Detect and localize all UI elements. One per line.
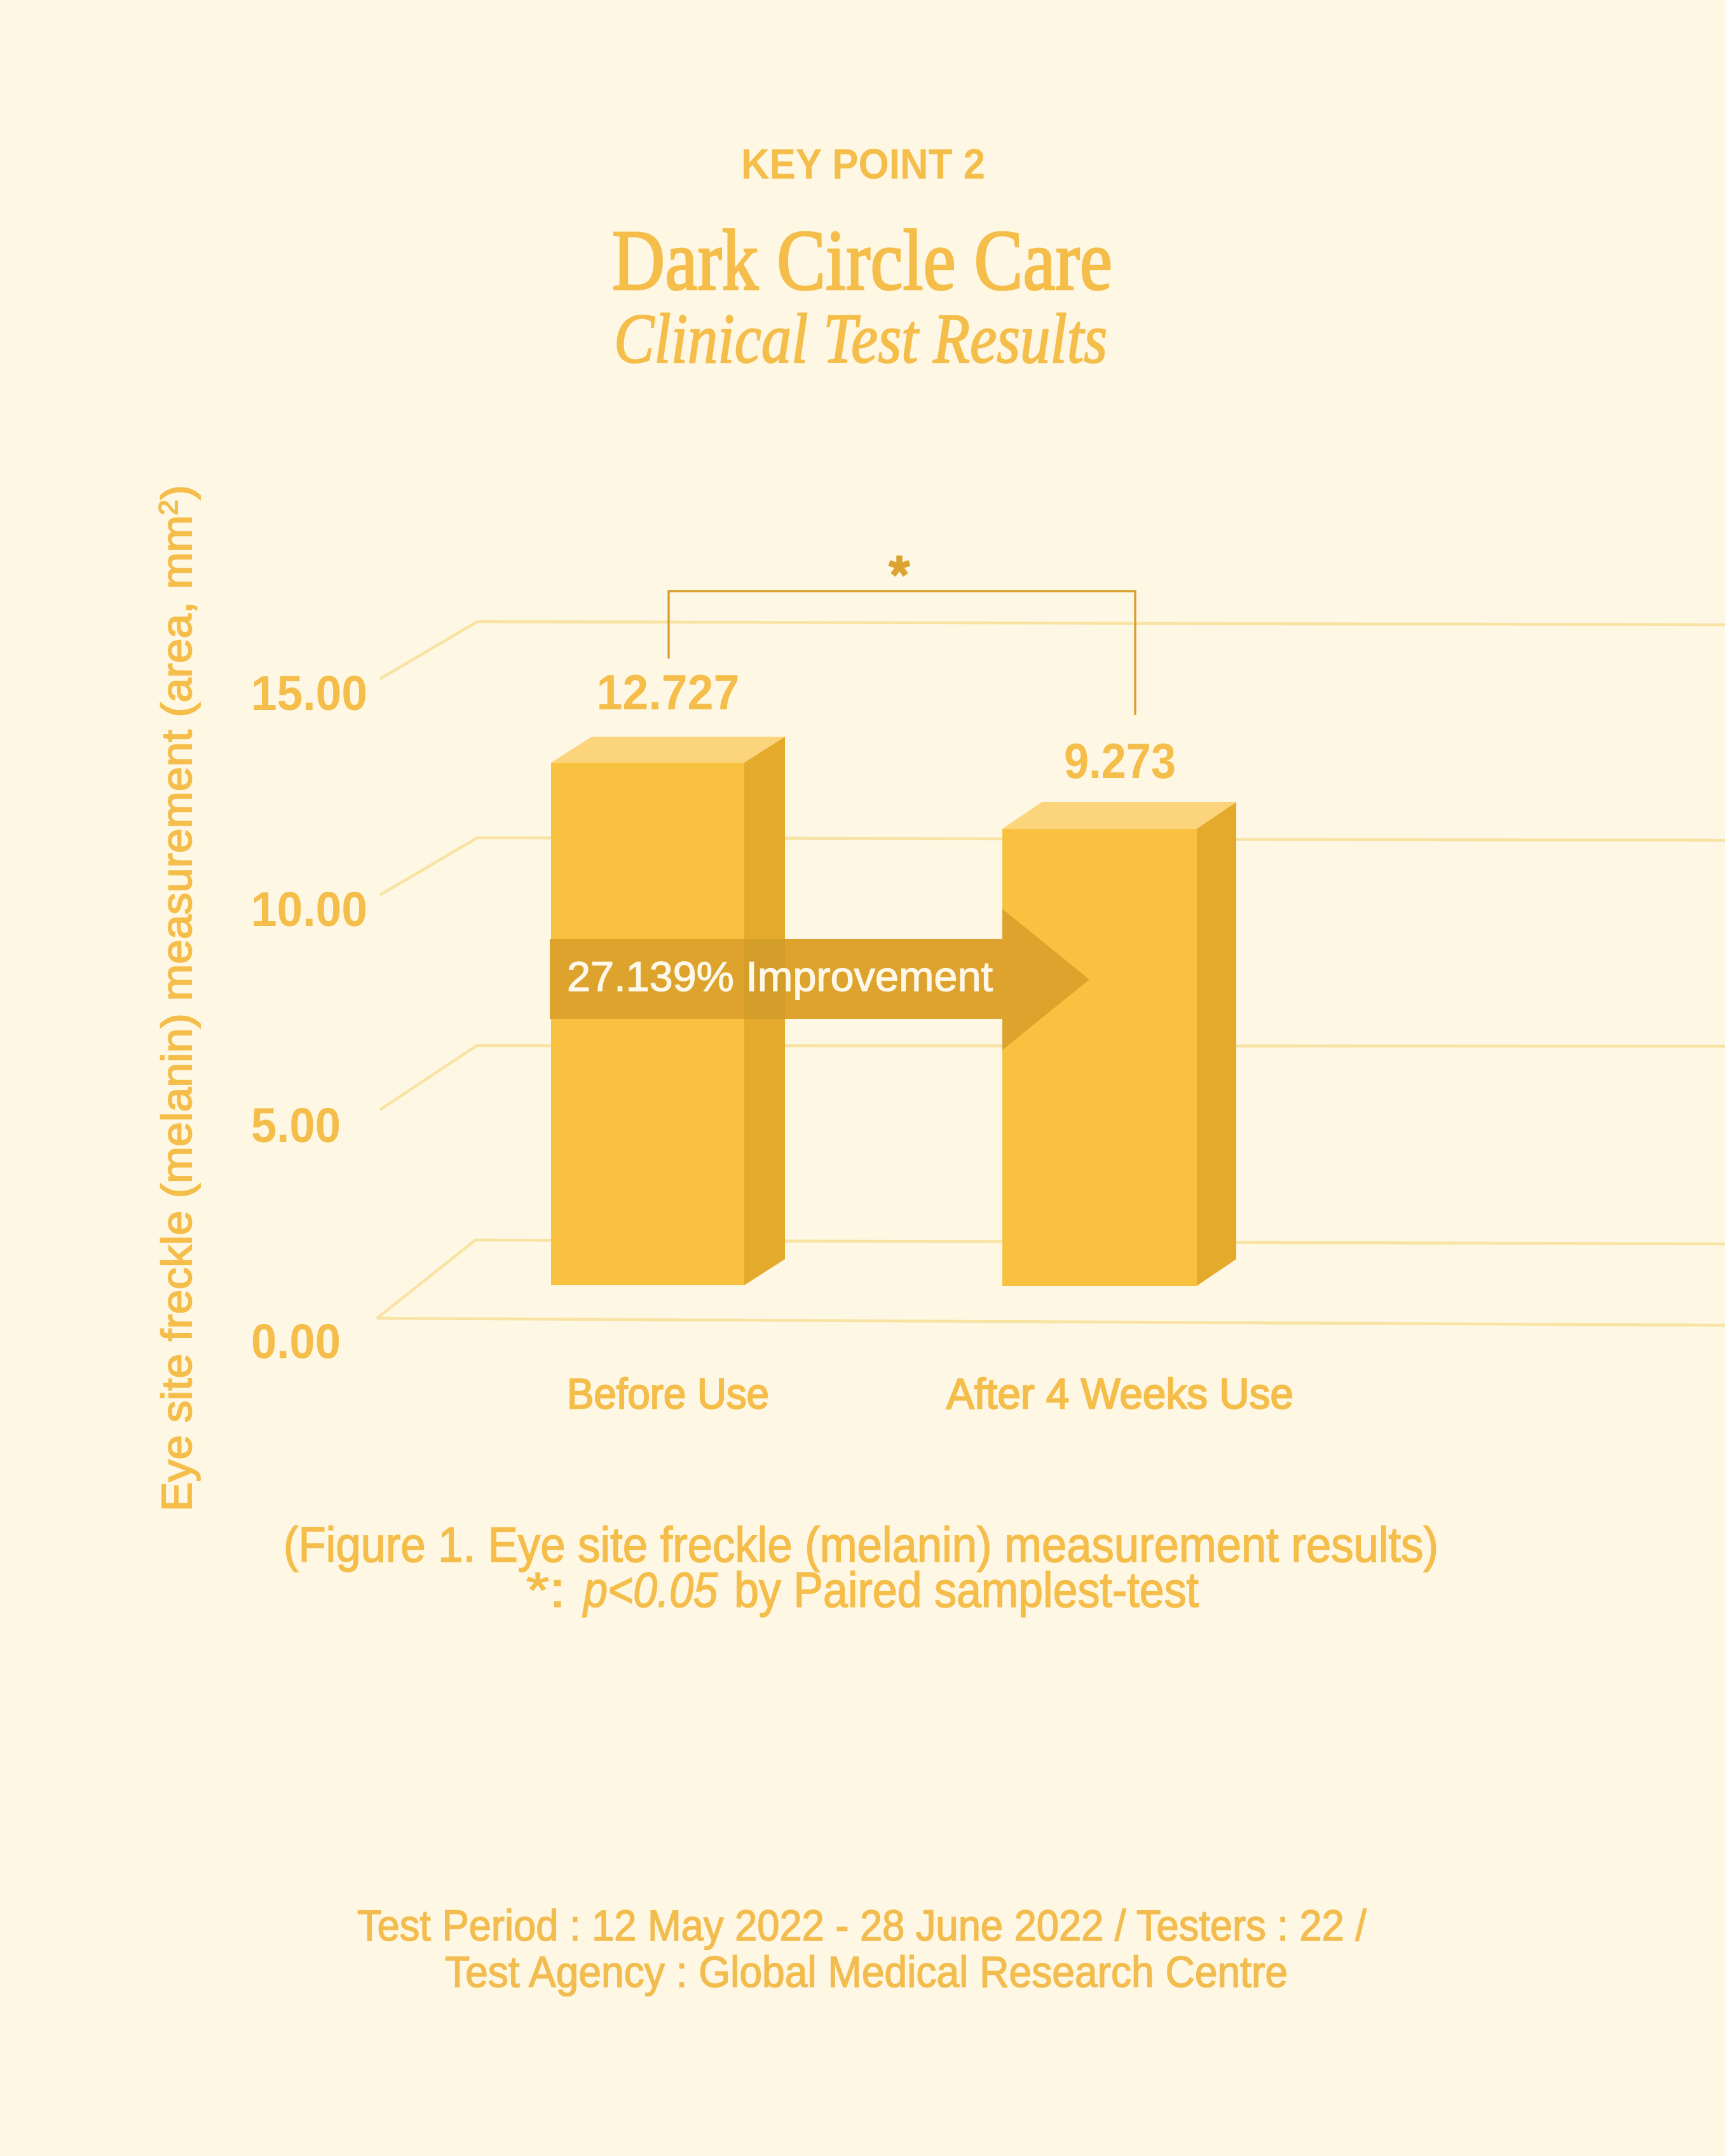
svg-text:Eye site freckle (melanin) mea: Eye site freckle (melanin) measurement (… (153, 485, 201, 1511)
svg-text:*:: *: (526, 1562, 566, 1618)
svg-text:Test Agency : Global Medical: Test Agency : Global Medical Research Ce… (445, 1948, 1288, 1996)
svg-text:0.00: 0.00 (251, 1314, 341, 1369)
svg-text:by Paired samplest-test: by Paired samplest-test (734, 1562, 1199, 1618)
svg-text:9.273: 9.273 (1064, 733, 1176, 789)
svg-text:Dark Circle Care: Dark Circle Care (612, 213, 1112, 308)
svg-text:KEY POINT 2: KEY POINT 2 (741, 140, 985, 188)
svg-text:15.00: 15.00 (251, 666, 367, 721)
svg-text:Clinical Test Results: Clinical Test Results (614, 300, 1107, 378)
svg-text:(Figure 1. Eye site freckle (m: (Figure 1. Eye site freckle (melanin) me… (283, 1517, 1438, 1573)
svg-text:5.00: 5.00 (251, 1098, 341, 1153)
svg-text:p<0.05: p<0.05 (582, 1562, 718, 1618)
svg-text:Before Use: Before Use (567, 1370, 769, 1418)
svg-text:27.139% Improvement: 27.139% Improvement (567, 953, 993, 1000)
svg-text:Test Period : 12 May 2022 - 28: Test Period : 12 May 2022 - 28 June 2022… (357, 1901, 1367, 1950)
svg-text:12.727: 12.727 (597, 664, 740, 720)
svg-text:After 4 Weeks Use: After 4 Weeks Use (946, 1370, 1293, 1418)
svg-text:10.00: 10.00 (251, 882, 367, 937)
